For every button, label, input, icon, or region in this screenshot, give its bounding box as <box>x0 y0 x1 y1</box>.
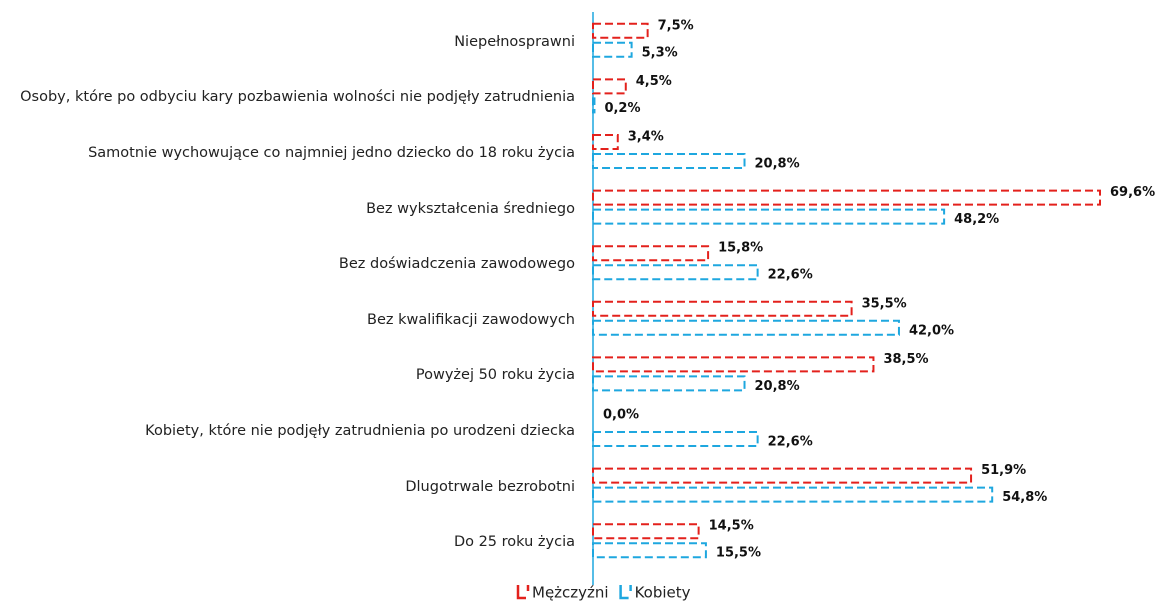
category-text: Niepełnosprawni <box>454 33 575 50</box>
bar <box>592 486 994 503</box>
bar <box>592 97 596 114</box>
category-label: Samotnie wychowujące co najmniej jedno d… <box>5 143 575 163</box>
bar <box>592 78 627 95</box>
value-label: 5,3% <box>642 45 678 60</box>
category-text: Bez doświadczenia zawodowego <box>338 256 575 273</box>
category-label: Powyżej 50 roku życia <box>5 365 575 385</box>
legend-swatch <box>619 585 632 600</box>
value-label: 51,9% <box>981 463 1026 478</box>
category-label: Osoby, które po odbyciu kary pozbawienia… <box>5 87 575 107</box>
category-label: Niepełnosprawni <box>5 32 575 52</box>
bar <box>592 319 900 336</box>
value-label: 14,5% <box>709 519 754 534</box>
value-label: 42,0% <box>909 323 954 338</box>
category-text: Do 25 roku życia <box>453 534 575 551</box>
bar <box>592 356 875 373</box>
value-label: 69,6% <box>1110 185 1155 200</box>
value-label: 0,2% <box>604 101 640 116</box>
category-text: Dlugotrwale bezrobotni <box>405 478 575 495</box>
bar <box>592 467 973 484</box>
bar <box>592 189 1101 206</box>
bar <box>592 134 619 150</box>
category-label: Bez kwalifikacji zawodowych <box>5 310 575 330</box>
bar <box>592 153 746 169</box>
value-label: 54,8% <box>1002 490 1047 505</box>
category-label: Bez doświadczenia zawodowego <box>5 254 575 274</box>
category-text: Bez kwalifikacji zawodowych <box>367 311 575 328</box>
bar <box>592 542 707 559</box>
bar <box>592 523 700 540</box>
category-label: Dlugotrwale bezrobotni <box>5 477 575 497</box>
value-label: 3,4% <box>628 130 664 145</box>
bar <box>592 300 853 317</box>
category-text: Osoby, które po odbyciu kary pozbawienia… <box>20 89 575 106</box>
value-label: 35,5% <box>862 296 907 311</box>
value-label: 20,8% <box>755 157 800 172</box>
legend-label: Mężczyźni <box>532 584 609 602</box>
category-text: Bez wykształcenia średniego <box>366 200 575 217</box>
category-text: Kobiety, które nie podjęły zatrudnienia … <box>145 423 575 439</box>
bar <box>592 208 946 225</box>
value-label: 15,5% <box>716 546 761 561</box>
bar <box>592 431 759 447</box>
value-label: 48,2% <box>954 212 999 227</box>
bar <box>592 375 746 392</box>
bar <box>592 245 710 262</box>
category-label: Bez wykształcenia średniego <box>5 199 575 219</box>
value-label: 4,5% <box>636 74 672 89</box>
value-label: 38,5% <box>883 352 928 367</box>
legend-label: Kobiety <box>635 584 691 602</box>
value-label: 22,6% <box>768 435 813 450</box>
bar <box>592 41 633 58</box>
bar <box>592 22 649 39</box>
bar <box>592 264 759 281</box>
value-label: 20,8% <box>755 379 800 394</box>
category-text: Powyżej 50 roku życia <box>415 367 575 384</box>
value-label: 0,0% <box>603 408 639 423</box>
value-label: 7,5% <box>658 18 694 33</box>
category-label: Do 25 roku życia <box>5 532 575 552</box>
category-text: Samotnie wychowujące co najmniej jedno d… <box>88 145 575 161</box>
value-label: 22,6% <box>768 268 813 283</box>
value-label: 15,8% <box>718 241 763 256</box>
category-label: Kobiety, które nie podjęły zatrudnienia … <box>5 421 575 441</box>
legend-swatch <box>516 585 530 600</box>
